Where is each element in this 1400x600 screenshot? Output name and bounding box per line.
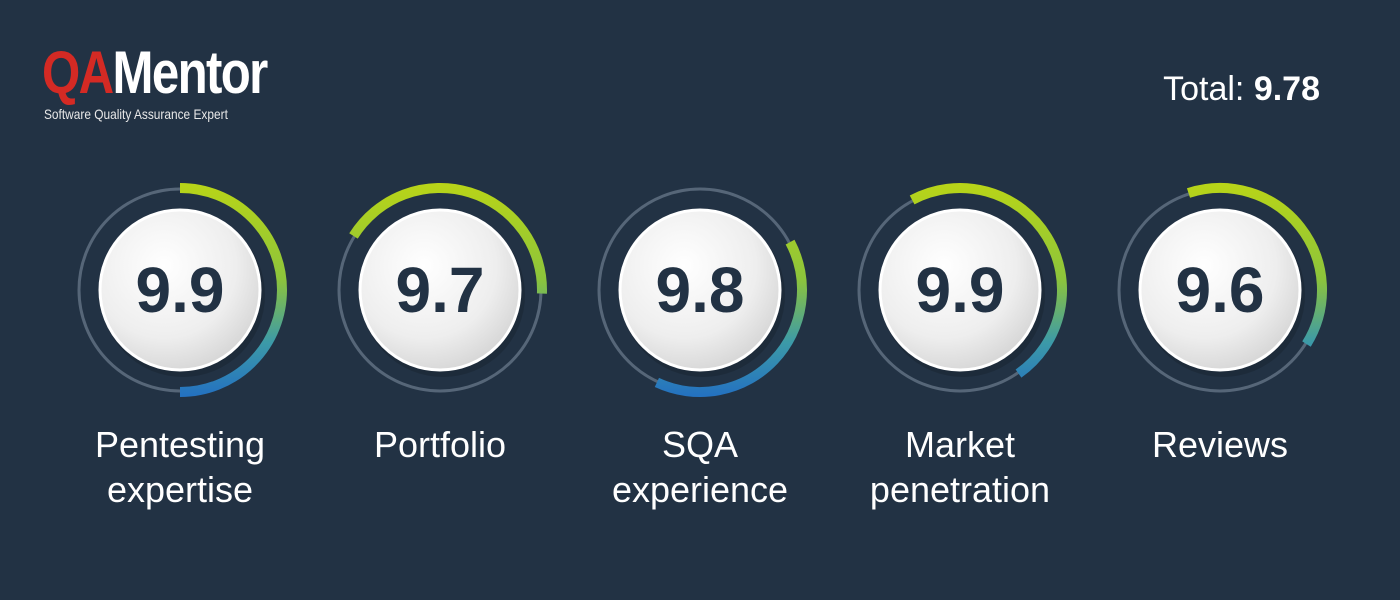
ring-arc (909, 183, 1067, 378)
score-value: 9.9 (916, 254, 1005, 326)
total-label: Total: (1163, 70, 1245, 108)
score-value: 9.8 (656, 254, 745, 326)
score-value: 9.6 (1176, 254, 1265, 326)
ring-arc (179, 183, 287, 397)
disc (98, 208, 262, 372)
logo-tagline: Software Quality Assurance Expert (44, 106, 228, 122)
logo-name: Mentor (112, 39, 269, 106)
disc (878, 208, 1042, 372)
score-label: Market penetration (869, 424, 1051, 510)
logo-text: QAMentor (42, 39, 269, 106)
ring-arc (1186, 183, 1327, 347)
logo: QAMentor Software Quality Assurance Expe… (42, 39, 316, 123)
disc (1138, 208, 1302, 372)
score-label: Pentesting expertise (94, 424, 266, 510)
score-label: Reviews (1151, 424, 1289, 465)
score-label: SQA experience (611, 424, 789, 510)
disc (358, 208, 522, 372)
total-value: 9.78 (1253, 70, 1320, 108)
ring-arc (349, 183, 547, 294)
disc (618, 208, 782, 372)
score-label: Portfolio (373, 424, 507, 465)
score-value: 9.7 (396, 254, 485, 326)
score-value: 9.9 (136, 254, 225, 326)
total: Total: 9.78 (1163, 70, 1320, 109)
ring-arc (654, 239, 807, 397)
logo-mark: QA (42, 39, 114, 106)
